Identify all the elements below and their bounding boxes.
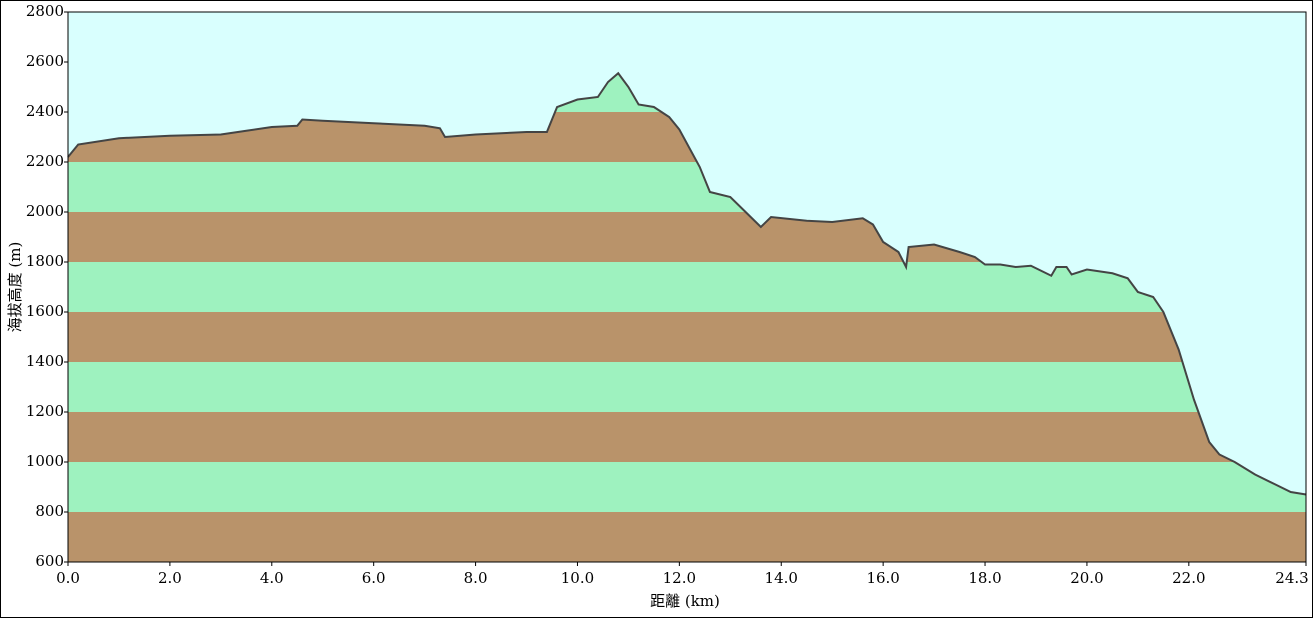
elevation-band — [68, 312, 1306, 362]
y-tick-label: 600 — [35, 552, 64, 570]
plot-frame — [67, 11, 1307, 563]
x-tick-label: 6.0 — [362, 569, 386, 587]
elevation-band — [68, 412, 1306, 462]
x-tick-label: 20.0 — [1070, 569, 1103, 587]
x-tick-label: 14.0 — [765, 569, 798, 587]
y-tick-label: 2200 — [26, 152, 64, 170]
y-tick-label: 1000 — [26, 452, 64, 470]
x-axis-label: 距離 (km) — [650, 592, 720, 610]
x-tick-label: 10.0 — [561, 569, 594, 587]
y-tick-label: 2400 — [26, 102, 64, 120]
elevation-line — [67, 71, 1307, 496]
x-tick-label: 22.0 — [1172, 569, 1205, 587]
plot-area — [67, 11, 1307, 563]
y-tick-label: 1800 — [26, 252, 64, 270]
y-tick-label: 2000 — [26, 202, 64, 220]
elevation-band — [68, 362, 1306, 412]
elevation-band — [68, 512, 1306, 562]
y-axis-label: 海拔高度 (m) — [6, 242, 24, 333]
y-tick-label: 1400 — [26, 352, 64, 370]
y-tick-label: 2600 — [26, 52, 64, 70]
x-tick-label: 16.0 — [866, 569, 899, 587]
elevation-band — [68, 462, 1306, 512]
y-tick-label: 800 — [35, 502, 64, 520]
x-tick-label: 12.0 — [663, 569, 696, 587]
x-tick-label: 4.0 — [260, 569, 284, 587]
y-tick-label: 1600 — [26, 302, 64, 320]
y-tick-label: 2800 — [26, 2, 64, 20]
x-tick-label: 0.0 — [56, 569, 80, 587]
x-tick-label: 8.0 — [464, 569, 488, 587]
x-tick-label: 18.0 — [968, 569, 1001, 587]
x-tick-label: 2.0 — [158, 569, 182, 587]
y-tick-label: 1200 — [26, 402, 64, 420]
x-tick-label: 24.3 — [1275, 569, 1308, 587]
